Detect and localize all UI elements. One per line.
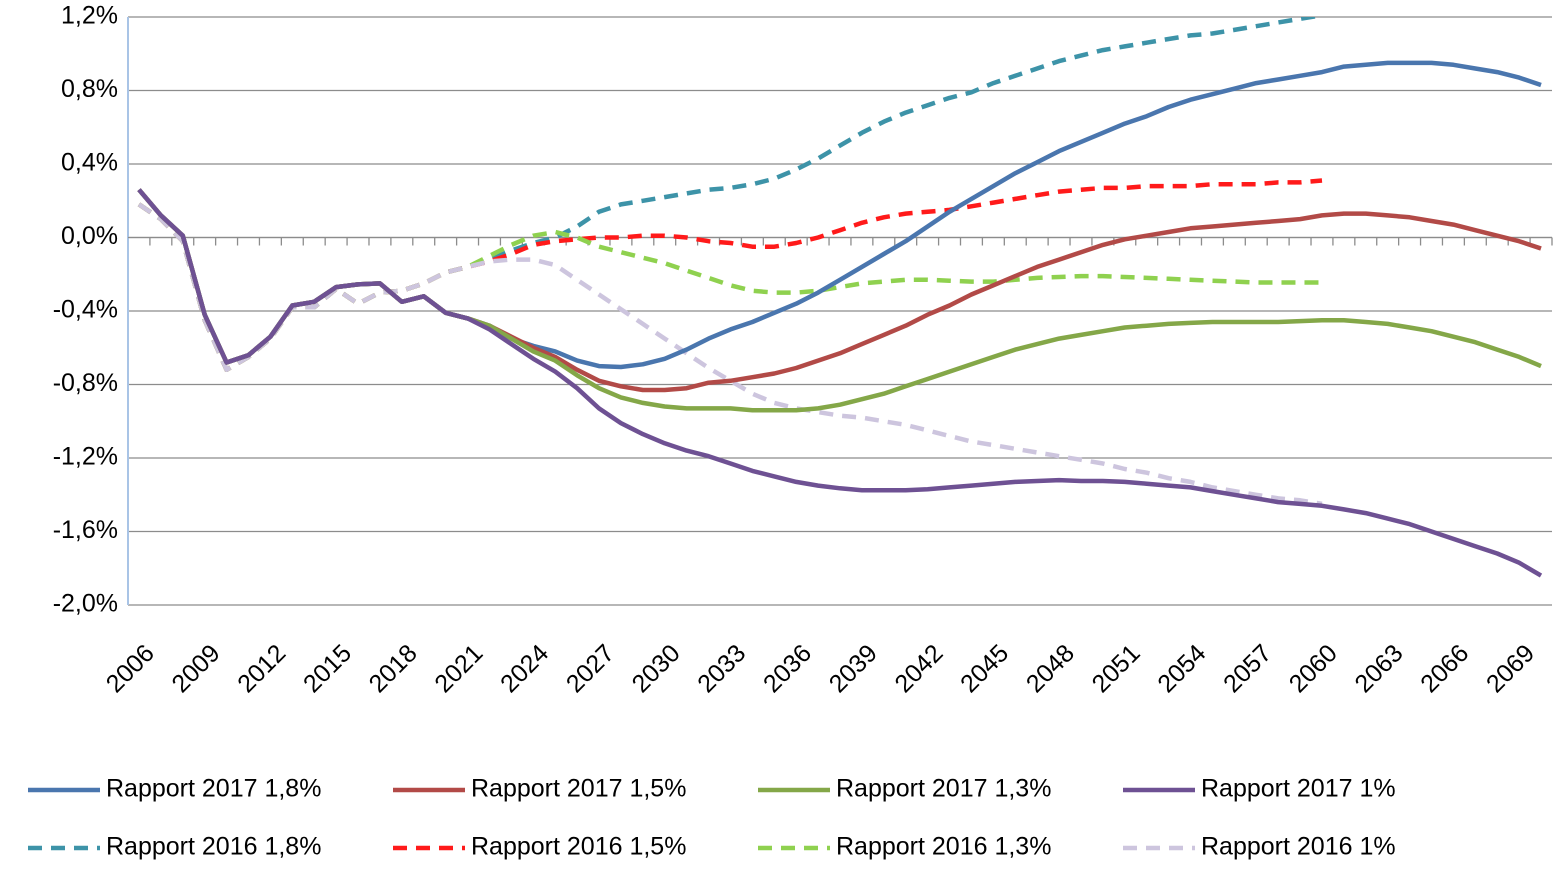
series-line (137, 202, 1322, 373)
y-tick-label: -1,2% (53, 443, 118, 471)
legend-label: Rapport 2017 1,8% (106, 775, 321, 803)
x-tick-label: 2009 (166, 639, 225, 698)
series-line (137, 202, 1323, 507)
x-tick-label: 2054 (1152, 639, 1211, 698)
series-line (137, 188, 1543, 578)
series-line (137, 17, 1323, 373)
series-line (137, 188, 1542, 393)
x-tick-label: 2042 (889, 639, 948, 698)
x-tick-label: 2051 (1087, 639, 1146, 698)
legend-label: Rapport 2016 1,5% (471, 833, 686, 861)
x-tick-label: 2048 (1021, 639, 1080, 698)
x-tick-label: 2024 (495, 639, 554, 698)
x-tick-label: 2030 (627, 639, 686, 698)
y-tick-label: 1,2% (61, 2, 118, 30)
x-tick-label: 2066 (1415, 639, 1474, 698)
y-tick-label: 0,8% (61, 75, 118, 103)
legend-label: Rapport 2016 1,3% (836, 833, 1051, 861)
legend-label: Rapport 2016 1% (1201, 833, 1396, 861)
x-tick-label: 2012 (232, 639, 291, 698)
y-tick-label: -2,0% (53, 590, 118, 618)
y-tick-label: 0,4% (61, 149, 118, 177)
x-tick-label: 2036 (758, 639, 817, 698)
x-tick-label: 2045 (955, 639, 1014, 698)
series-line (137, 178, 1323, 373)
legend-label: Rapport 2017 1,5% (471, 775, 686, 803)
x-tick-label: 2039 (824, 639, 883, 698)
x-tick-label: 2063 (1349, 639, 1408, 698)
legend-label: Rapport 2017 1% (1201, 775, 1396, 803)
y-tick-label: -1,6% (53, 516, 118, 544)
x-tick-label: 2021 (429, 639, 488, 698)
x-tick-label: 2033 (692, 639, 751, 698)
x-tick-label: 2057 (1218, 639, 1277, 698)
legend-label: Rapport 2016 1,8% (106, 833, 321, 861)
x-tick-label: 2027 (561, 639, 620, 698)
y-tick-label: -0,4% (53, 296, 118, 324)
x-tick-label: 2015 (298, 639, 357, 698)
y-tick-label: 0,0% (61, 222, 118, 250)
x-tick-label: 2006 (101, 639, 160, 698)
x-tick-label: 2060 (1284, 639, 1343, 698)
x-tick-label: 2069 (1481, 639, 1540, 698)
legend-label: Rapport 2017 1,3% (836, 775, 1051, 803)
y-tick-label: -0,8% (53, 369, 118, 397)
x-tick-label: 2018 (364, 639, 423, 698)
